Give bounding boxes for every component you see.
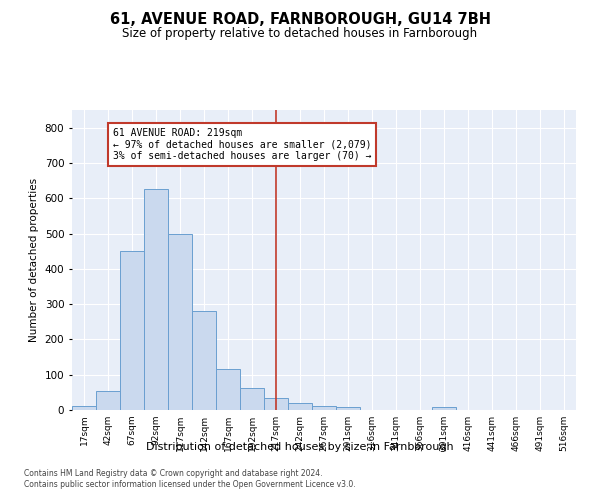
Bar (216, 368, 240, 410)
Bar (288, 403, 312, 410)
Bar (264, 398, 288, 410)
Text: 61 AVENUE ROAD: 219sqm
← 97% of detached houses are smaller (2,079)
3% of semi-d: 61 AVENUE ROAD: 219sqm ← 97% of detached… (113, 128, 371, 161)
Y-axis label: Number of detached properties: Number of detached properties (29, 178, 39, 342)
Text: Distribution of detached houses by size in Farnborough: Distribution of detached houses by size … (146, 442, 454, 452)
Text: Contains HM Land Registry data © Crown copyright and database right 2024.: Contains HM Land Registry data © Crown c… (24, 468, 323, 477)
Bar (96, 390, 120, 410)
Text: 61, AVENUE ROAD, FARNBOROUGH, GU14 7BH: 61, AVENUE ROAD, FARNBOROUGH, GU14 7BH (110, 12, 491, 28)
Bar (240, 388, 264, 410)
Bar (312, 406, 336, 410)
Bar (192, 311, 216, 410)
Bar (168, 234, 192, 410)
Bar (432, 407, 456, 410)
Bar (336, 407, 360, 410)
Text: Contains public sector information licensed under the Open Government Licence v3: Contains public sector information licen… (24, 480, 356, 489)
Text: Size of property relative to detached houses in Farnborough: Size of property relative to detached ho… (122, 28, 478, 40)
Bar (72, 406, 96, 410)
Bar (144, 190, 168, 410)
Bar (120, 251, 144, 410)
